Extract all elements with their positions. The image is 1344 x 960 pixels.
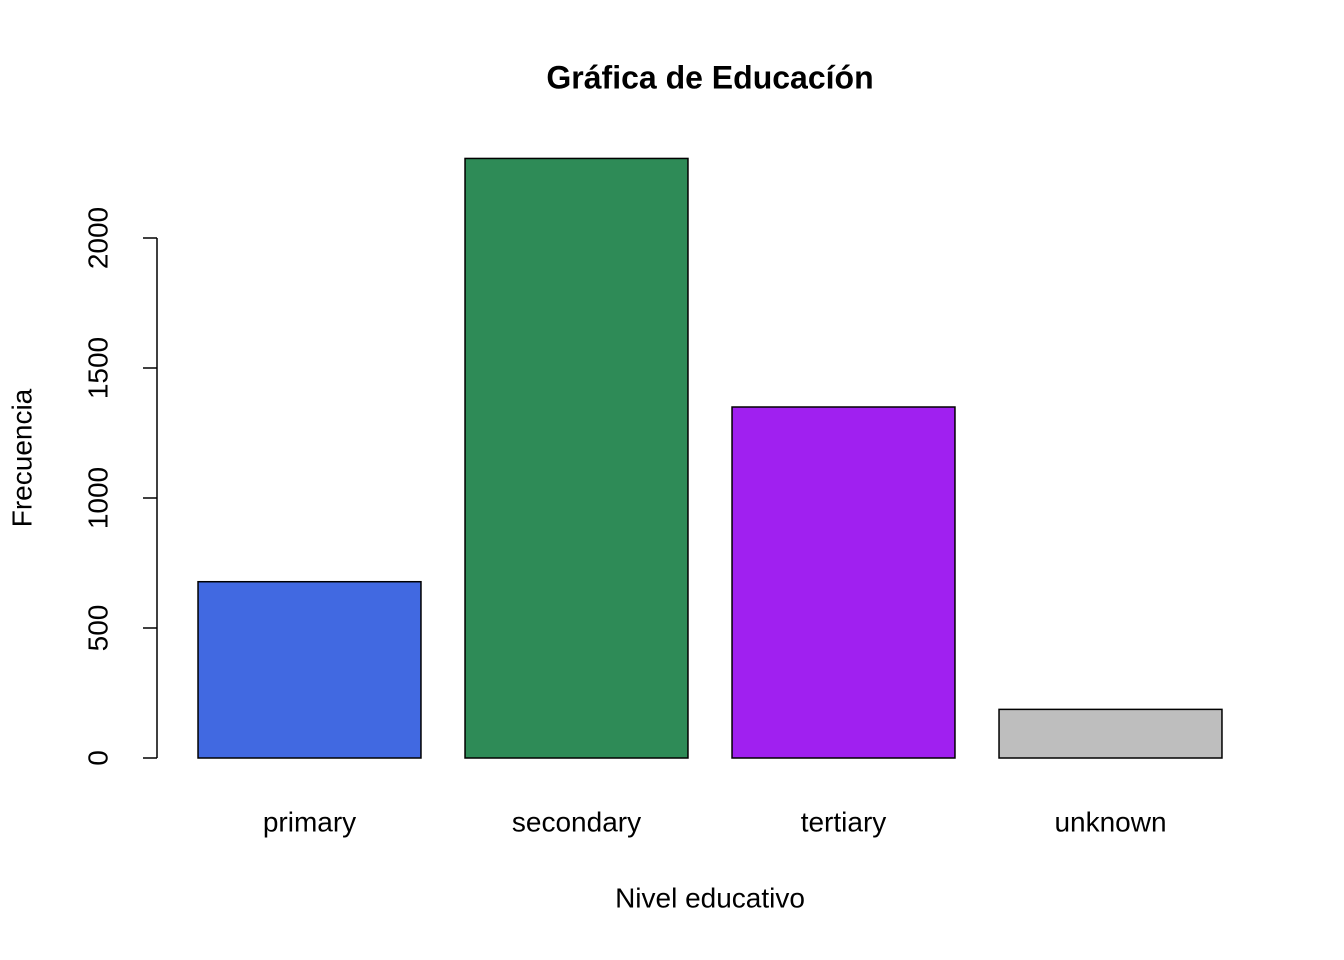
y-tick-label: 0 xyxy=(82,750,113,766)
y-tick-label: 1000 xyxy=(82,467,113,529)
y-axis-label: Frecuencia xyxy=(6,388,37,527)
chart-title: Gráfica de Educacíón xyxy=(546,59,873,95)
x-tick-label: primary xyxy=(263,806,356,837)
x-tick-label: secondary xyxy=(512,806,641,837)
x-tick-label: tertiary xyxy=(801,806,887,837)
bar xyxy=(998,708,1223,759)
x-tick-label: unknown xyxy=(1054,806,1166,837)
y-tick-label: 500 xyxy=(82,605,113,652)
bar xyxy=(197,580,422,759)
bar xyxy=(731,406,956,759)
bar xyxy=(464,157,689,759)
x-axis-label: Nivel educativo xyxy=(615,882,805,913)
y-tick-label: 1500 xyxy=(82,337,113,399)
y-tick-label: 2000 xyxy=(82,207,113,269)
